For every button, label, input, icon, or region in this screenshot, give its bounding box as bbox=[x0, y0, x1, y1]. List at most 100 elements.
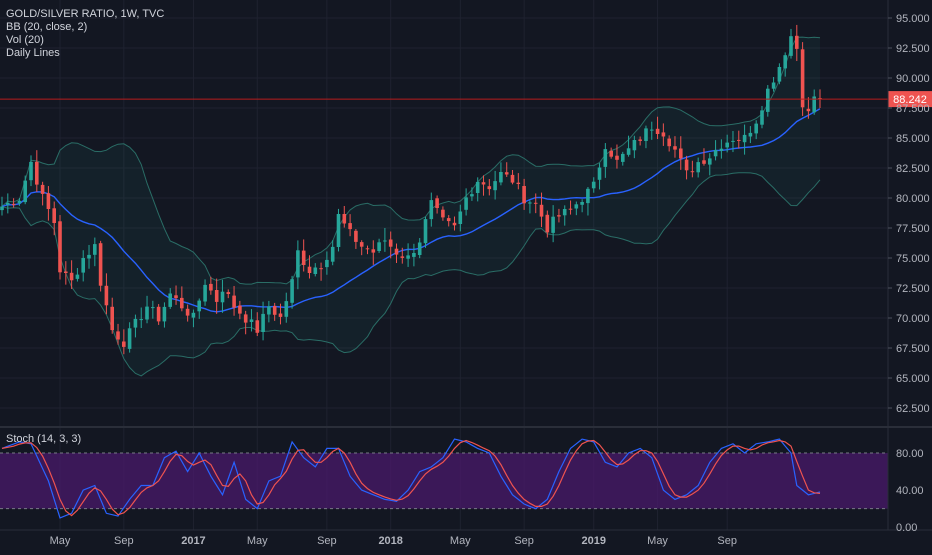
candle-body bbox=[650, 129, 654, 131]
candle-body bbox=[615, 155, 619, 160]
candle-body bbox=[197, 300, 201, 312]
candle bbox=[684, 155, 689, 180]
candle bbox=[29, 155, 33, 187]
candle bbox=[191, 309, 196, 328]
candle-body bbox=[417, 242, 422, 255]
candle bbox=[696, 157, 700, 178]
y-tick-label: 62.500 bbox=[896, 403, 930, 415]
candle bbox=[214, 278, 219, 314]
candle bbox=[742, 124, 747, 155]
candle-body bbox=[162, 306, 167, 322]
candle-body bbox=[127, 328, 132, 349]
candle bbox=[562, 205, 567, 226]
candle-body bbox=[261, 313, 265, 332]
candle bbox=[597, 163, 602, 190]
candle bbox=[673, 136, 677, 158]
legend-stoch[interactable]: Stoch (14, 3, 3) bbox=[6, 433, 82, 445]
candle bbox=[417, 238, 422, 259]
candle bbox=[644, 125, 648, 149]
candle-body bbox=[255, 320, 260, 333]
stoch-panel bbox=[0, 426, 932, 519]
candle bbox=[423, 216, 428, 248]
candle-body bbox=[388, 239, 393, 247]
candle-body bbox=[429, 200, 434, 220]
x-tick-label: Sep bbox=[514, 535, 534, 547]
candle bbox=[11, 198, 16, 208]
candle bbox=[766, 85, 770, 117]
candle bbox=[574, 201, 579, 216]
legend-daily-lines[interactable]: Daily Lines bbox=[6, 47, 60, 59]
candle-body bbox=[336, 214, 341, 247]
candle bbox=[261, 301, 265, 341]
stoch-k-line bbox=[1, 438, 821, 519]
candle bbox=[568, 200, 573, 215]
candle-body bbox=[783, 55, 787, 69]
candle bbox=[110, 297, 114, 334]
candle-body bbox=[679, 148, 683, 159]
candle-body bbox=[383, 240, 387, 242]
candle-body bbox=[557, 215, 561, 217]
stoch-y-tick-label: 80.00 bbox=[896, 448, 924, 460]
candle bbox=[800, 42, 805, 116]
candle bbox=[116, 323, 120, 345]
candle bbox=[754, 120, 758, 140]
candle bbox=[23, 175, 27, 205]
legend-bb[interactable]: BB (20, close, 2) bbox=[6, 21, 88, 33]
stoch-y-tick-label: 40.00 bbox=[896, 485, 924, 497]
candle-body bbox=[626, 148, 631, 155]
candle bbox=[17, 198, 22, 206]
candle bbox=[771, 76, 776, 92]
candle bbox=[702, 148, 706, 166]
candle bbox=[533, 193, 538, 214]
candle-body bbox=[539, 204, 544, 217]
candle-body bbox=[533, 202, 538, 204]
candle bbox=[545, 210, 550, 238]
candle bbox=[713, 140, 718, 161]
x-tick-label: May bbox=[247, 535, 268, 547]
y-tick-label: 67.500 bbox=[896, 343, 930, 355]
legend-vol[interactable]: Vol (20) bbox=[6, 34, 44, 46]
candle bbox=[621, 151, 625, 166]
x-tick-label: 2019 bbox=[582, 535, 606, 547]
last-price-tag bbox=[888, 91, 932, 108]
candle-body bbox=[603, 149, 608, 167]
candle-body bbox=[110, 306, 114, 331]
candle-body bbox=[359, 242, 364, 247]
candle bbox=[812, 89, 816, 115]
candle bbox=[394, 243, 399, 263]
x-tick-label: 2017 bbox=[181, 535, 205, 547]
candle-body bbox=[661, 132, 666, 137]
candle-body bbox=[812, 96, 816, 113]
candle bbox=[667, 135, 671, 152]
candle-body bbox=[684, 159, 689, 171]
candle bbox=[151, 300, 155, 319]
candle-body bbox=[145, 306, 149, 320]
candle bbox=[661, 123, 666, 146]
candle bbox=[180, 286, 184, 312]
candle-body bbox=[307, 266, 312, 273]
candle bbox=[145, 295, 149, 324]
last-price-line: 88.242 bbox=[0, 91, 932, 108]
candle-body bbox=[238, 305, 242, 314]
candle-body bbox=[272, 306, 277, 315]
candle bbox=[238, 300, 242, 320]
candle bbox=[655, 116, 660, 140]
candle bbox=[313, 263, 318, 277]
candle-body bbox=[226, 292, 231, 294]
candle-body bbox=[52, 208, 56, 223]
candle bbox=[162, 302, 167, 328]
candle-body bbox=[284, 301, 289, 317]
last-price-label: 88.242 bbox=[893, 94, 927, 106]
y-tick-label: 85.000 bbox=[896, 133, 930, 145]
candle-body bbox=[464, 197, 468, 210]
x-tick-label: May bbox=[50, 535, 71, 547]
candle bbox=[383, 227, 387, 252]
candle-body bbox=[365, 248, 370, 250]
candle bbox=[40, 181, 45, 206]
candle-body bbox=[139, 319, 143, 321]
candle bbox=[464, 188, 468, 216]
candle-body bbox=[528, 202, 532, 204]
legend-symbol[interactable]: GOLD/SILVER RATIO, 1W, TVC bbox=[6, 8, 165, 20]
